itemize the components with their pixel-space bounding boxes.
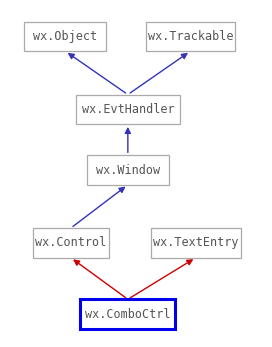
Text: wx.ComboCtrl: wx.ComboCtrl	[85, 307, 171, 321]
Bar	[146, 22, 235, 51]
Text: wx.Control: wx.Control	[35, 236, 106, 249]
Bar	[80, 299, 175, 329]
Text: wx.Trackable: wx.Trackable	[148, 30, 233, 43]
Text: wx.Object: wx.Object	[33, 30, 97, 43]
Bar	[24, 22, 106, 51]
Bar	[151, 228, 241, 257]
Text: wx.Window: wx.Window	[96, 163, 160, 177]
Text: wx.TextEntry: wx.TextEntry	[153, 236, 239, 249]
Bar	[33, 228, 109, 257]
Bar	[87, 155, 169, 185]
Bar	[76, 95, 180, 124]
Text: wx.EvtHandler: wx.EvtHandler	[82, 103, 174, 116]
